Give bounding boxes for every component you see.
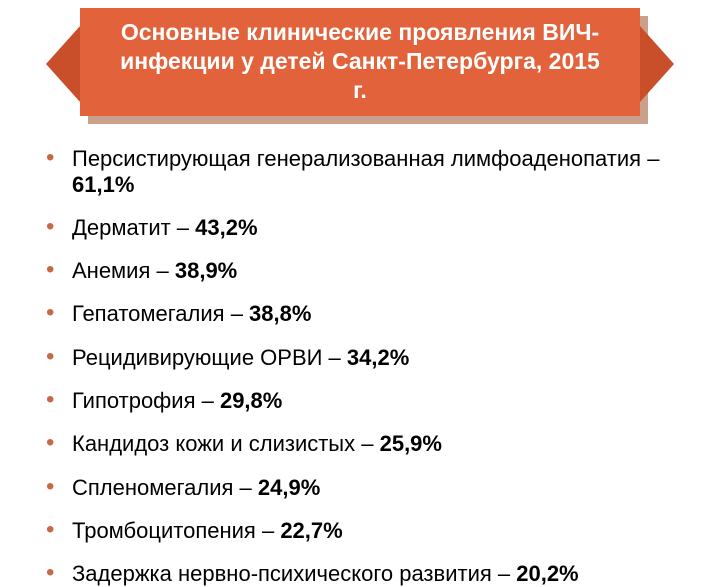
item-text: Персистирующая генерализованная лимфоаде… <box>72 146 659 171</box>
symptom-list: Персистирующая генерализованная лимфоаде… <box>44 146 720 586</box>
list-item: Спленомегалия – 24,9% <box>44 475 720 500</box>
item-text: Анемия – <box>72 258 175 283</box>
item-value: 22,7% <box>280 518 342 543</box>
list-item: Задержка нервно-психического развития – … <box>44 561 720 586</box>
slide-title: Основные клинические проявления ВИЧ-инфе… <box>80 8 640 116</box>
ribbon-tail-right-icon <box>640 26 674 102</box>
item-value: 24,9% <box>258 475 320 500</box>
list-item: Тромбоцитопения – 22,7% <box>44 518 720 543</box>
item-value: 34,2% <box>347 345 409 370</box>
item-text: Тромбоцитопения – <box>72 518 280 543</box>
item-value: 29,8% <box>220 388 282 413</box>
item-value: 25,9% <box>380 431 442 456</box>
list-item: Анемия – 38,9% <box>44 258 720 283</box>
item-text: Гепатомегалия – <box>72 301 249 326</box>
list-item: Дерматит – 43,2% <box>44 215 720 240</box>
list-item: Рецидивирующие ОРВИ – 34,2% <box>44 345 720 370</box>
title-banner: Основные клинические проявления ВИЧ-инфе… <box>80 8 640 116</box>
list-item: Гепатомегалия – 38,8% <box>44 301 720 326</box>
item-value: 20,2% <box>516 561 578 586</box>
ribbon-tail-left-icon <box>46 26 80 102</box>
item-value: 38,8% <box>249 301 311 326</box>
item-text: Рецидивирующие ОРВИ – <box>72 345 347 370</box>
list-item: Кандидоз кожи и слизистых – 25,9% <box>44 431 720 456</box>
item-value: 38,9% <box>175 258 237 283</box>
list-item: Гипотрофия – 29,8% <box>44 388 720 413</box>
list-item: Персистирующая генерализованная лимфоаде… <box>44 146 720 197</box>
item-value: 61,1% <box>72 172 134 197</box>
item-text: Кандидоз кожи и слизистых – <box>72 431 380 456</box>
item-value: 43,2% <box>195 215 257 240</box>
item-text: Гипотрофия – <box>72 388 220 413</box>
item-text: Спленомегалия – <box>72 475 258 500</box>
item-text: Задержка нервно-психического развития – <box>72 561 516 586</box>
item-text: Дерматит – <box>72 215 195 240</box>
